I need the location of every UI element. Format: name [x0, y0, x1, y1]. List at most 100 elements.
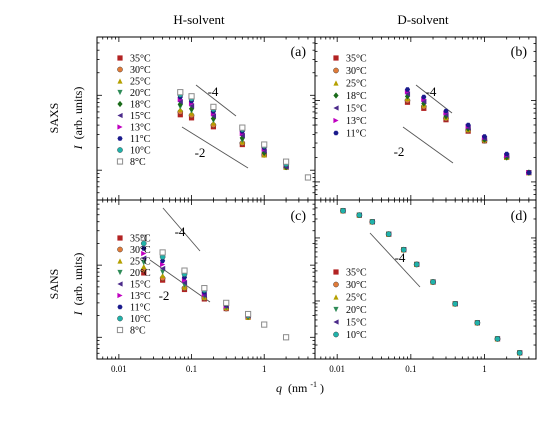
legend-marker [117, 124, 123, 130]
legend-marker [333, 117, 339, 124]
data-point [413, 261, 420, 268]
data-point [504, 151, 510, 157]
legend-label: 35°C [346, 268, 367, 279]
legend-marker [117, 269, 123, 276]
legend-label: 25°C [130, 77, 151, 88]
legend-marker [117, 66, 123, 73]
data-point [141, 250, 147, 257]
legend-marker [333, 92, 339, 99]
slope-label: -4 [395, 250, 406, 265]
legend-label: 11°C [346, 129, 367, 140]
y-axis-symbol-bottom: I [71, 310, 85, 316]
data-point [385, 231, 392, 237]
legend-label: 25°C [346, 79, 367, 90]
panel-label: (c) [290, 209, 306, 224]
data-point [177, 99, 183, 105]
data-point [494, 336, 501, 342]
series-35CC [404, 99, 532, 176]
data-point [140, 240, 147, 247]
series-30CC [140, 267, 289, 341]
legend-label: 35°C [130, 54, 151, 65]
legend-marker [117, 147, 123, 153]
x-tick-label: 0.01 [329, 364, 345, 374]
panel-d: 0.01 0.1 1 -4 35°C30°C 25°C20°C 15°C10°C (d) [314, 199, 537, 374]
series-11CC [404, 87, 532, 175]
data-point [282, 158, 290, 165]
legend-marker [116, 158, 124, 165]
data-point [304, 174, 312, 181]
legend-marker [117, 258, 123, 264]
data-point [223, 299, 230, 306]
data-point [177, 112, 183, 118]
data-point [282, 334, 290, 341]
panel-b: -4 -2 35°C30°C 25°C18°C 15°C13°C 11°C (b) [314, 36, 537, 201]
data-point [141, 263, 147, 270]
data-point [188, 103, 195, 109]
x-tick-label: 1 [262, 364, 267, 374]
panel-label: (d) [511, 209, 528, 224]
x-axis-exponent: -1 [310, 380, 317, 389]
legend-marker [117, 89, 123, 96]
legend-label: 25°C [130, 257, 151, 268]
row-label-saxs: SAXS [47, 103, 61, 134]
legend-label: 20°C [130, 268, 151, 279]
x-axis-close: ) [320, 381, 324, 395]
data-point [210, 103, 217, 110]
y-axis-unit-top: (arb. units) [71, 87, 85, 140]
data-point [188, 93, 195, 100]
slope-guide-line [415, 84, 453, 114]
series-18CC [404, 93, 532, 176]
data-point [421, 98, 427, 105]
data-point [181, 267, 188, 274]
data-point [526, 170, 532, 175]
data-point [481, 134, 488, 139]
y-axis-label-bottom: I (arb. units) [71, 253, 85, 317]
data-point [159, 249, 166, 256]
x-axis-label: q (nm -1 ) [276, 376, 324, 395]
data-point [177, 89, 184, 96]
legend-label: 10°C [130, 146, 151, 157]
data-point [452, 301, 458, 307]
slope-label: -2 [394, 144, 405, 159]
x-tick-label: 0.1 [405, 364, 416, 374]
series-8CC [140, 234, 290, 341]
data-point [369, 219, 376, 225]
legend-marker [117, 55, 123, 61]
data-point [504, 154, 510, 161]
data-point [465, 122, 471, 128]
legend-label: 15°C [130, 280, 151, 291]
data-point [239, 124, 246, 131]
legend-label: 20°C [346, 305, 367, 316]
data-point [421, 100, 427, 107]
legend-marker [333, 67, 339, 74]
data-point [443, 108, 449, 114]
legend-marker [117, 112, 123, 119]
legend-marker [117, 315, 123, 322]
slope-guide-line [149, 259, 211, 303]
series-15CC [177, 99, 311, 181]
legend-marker [333, 55, 339, 61]
data-point [244, 310, 252, 318]
slope-guide-line [162, 207, 201, 252]
panel-a: -4 -2 35°C30°C25°C20°C18°C15°C13°C11°C10°C… [96, 36, 316, 201]
legend-label: 15°C [346, 318, 367, 329]
panel-label: (b) [511, 45, 528, 60]
legend-marker [117, 304, 123, 310]
legend-marker [333, 130, 339, 136]
legend-marker [117, 235, 123, 241]
y-axis-symbol-top: I [71, 144, 85, 150]
legend-marker [117, 292, 123, 299]
slope-guide-line [195, 84, 237, 117]
legend-label: 30°C [346, 66, 367, 77]
x-axis-symbol: q [276, 381, 282, 395]
legend-marker [117, 136, 123, 141]
legend-marker [117, 100, 123, 108]
plot-frame [314, 199, 537, 360]
data-point [160, 269, 166, 275]
slope-label: -4 [426, 84, 437, 99]
legend-label: 11°C [130, 134, 151, 145]
column-title-h-solvent: H-solvent [173, 12, 225, 27]
slope-guide-line [402, 126, 454, 164]
legend-label: 35°C [130, 234, 151, 245]
